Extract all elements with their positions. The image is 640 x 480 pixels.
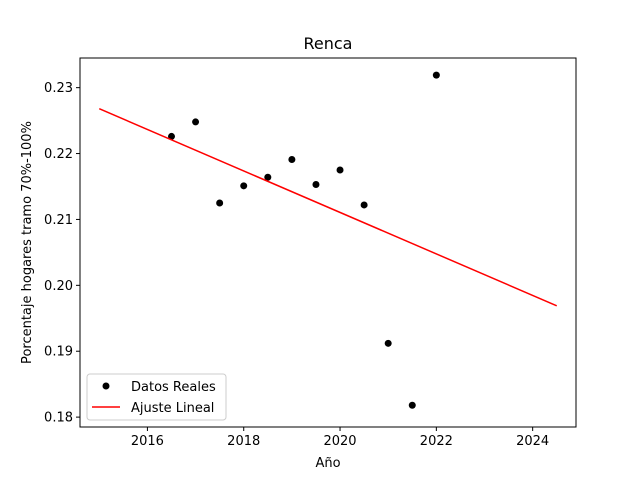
plot-area: [98, 71, 558, 409]
legend-label-datos-reales: Datos Reales: [131, 380, 216, 395]
x-tick-label: 2018: [227, 434, 260, 449]
data-point: [360, 201, 368, 209]
y-axis-label: Porcentaje hogares tramo 70%-100%: [20, 121, 35, 364]
x-tick-label: 2022: [420, 434, 453, 449]
chart-title: Renca: [304, 34, 353, 53]
data-point: [408, 401, 416, 409]
legend-marker-datos-reales: [102, 382, 110, 390]
data-point: [240, 182, 248, 190]
y-tick-label: 0.19: [44, 345, 73, 360]
fit-line: [98, 108, 558, 307]
y-axis: 0.18 0.19 0.20 0.21 0.22 0.23: [44, 81, 80, 426]
data-point: [336, 166, 344, 174]
y-tick-label: 0.21: [44, 213, 73, 228]
x-axis: 2016 2018 2020 2022 2024: [131, 427, 549, 449]
y-tick-label: 0.20: [44, 279, 73, 294]
data-point: [432, 71, 440, 79]
data-point: [312, 181, 320, 189]
data-point: [384, 339, 392, 347]
x-tick-label: 2020: [323, 434, 356, 449]
legend: Datos Reales Ajuste Lineal: [86, 373, 227, 421]
axes-frame: [79, 57, 577, 428]
data-point: [167, 132, 175, 140]
y-tick-label: 0.23: [44, 81, 73, 96]
x-axis-label: Año: [315, 456, 340, 471]
x-tick-label: 2016: [131, 434, 164, 449]
data-point: [216, 199, 224, 207]
legend-box: [86, 373, 227, 421]
legend-label-ajuste-lineal: Ajuste Lineal: [131, 401, 214, 416]
y-tick-label: 0.22: [44, 147, 73, 162]
y-tick-label: 0.18: [44, 411, 73, 426]
x-tick-label: 2024: [516, 434, 549, 449]
data-point: [192, 118, 200, 126]
data-point: [288, 155, 296, 163]
data-point: [264, 173, 272, 181]
